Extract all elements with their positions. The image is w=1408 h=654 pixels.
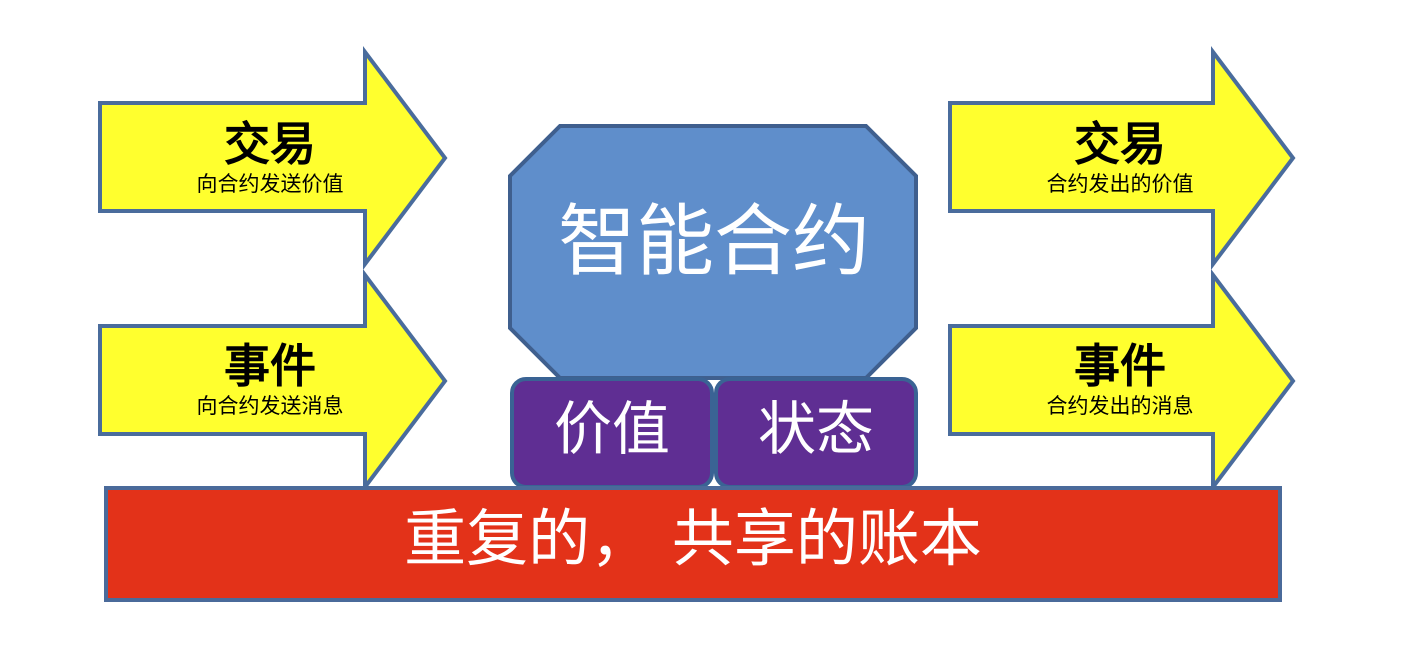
right-arrow-event-title: 事件 (1074, 339, 1166, 393)
smart-contract-label: 智能合约 (557, 197, 870, 287)
right-arrow-transaction (948, 46, 1296, 270)
state-cell-label: 状态 (757, 395, 874, 463)
left-arrow-transaction-text: 交易 向合约发送价值 (140, 118, 400, 198)
right-arrow-transaction-text: 交易 合约发出的价值 (990, 118, 1250, 198)
right-arrow-transaction-title: 交易 (1074, 117, 1166, 171)
left-arrow-event (98, 269, 448, 493)
right-arrow-event-text: 事件 合约发出的消息 (990, 340, 1250, 420)
right-arrow-event-subtitle: 合约发出的消息 (1046, 394, 1194, 418)
left-arrow-event-title: 事件 (224, 339, 316, 393)
ledger-label: 重复的， 共享的账本 (404, 502, 982, 575)
left-arrow-transaction-subtitle: 向合约发送价值 (196, 172, 344, 196)
ledger-bar (104, 486, 1282, 602)
left-arrow-transaction (98, 46, 448, 270)
left-arrow-event-subtitle: 向合约发送消息 (196, 394, 344, 418)
value-cell-label: 价值 (553, 395, 670, 463)
right-arrow-transaction-subtitle: 合约发出的价值 (1046, 172, 1194, 196)
left-arrow-event-text: 事件 向合约发送消息 (140, 340, 400, 420)
left-arrow-transaction-title: 交易 (224, 117, 316, 171)
right-arrow-event (948, 269, 1296, 493)
